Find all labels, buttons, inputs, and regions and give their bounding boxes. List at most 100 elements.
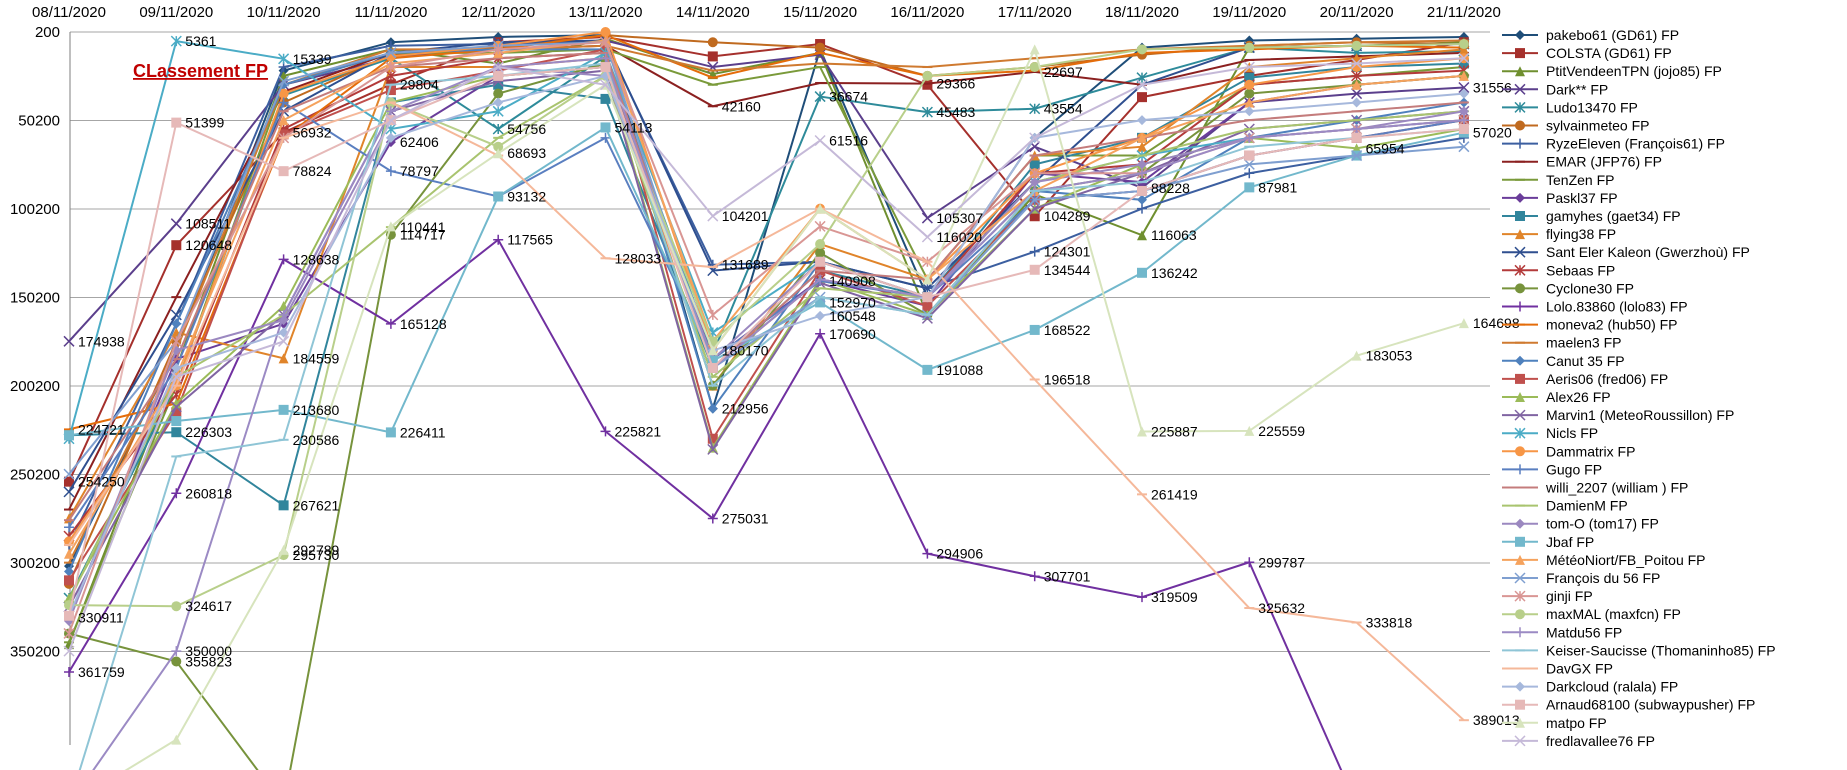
data-label: 136242 bbox=[1151, 265, 1198, 281]
data-label: 78824 bbox=[293, 163, 332, 179]
data-label: 260818 bbox=[185, 485, 232, 501]
data-point-marker bbox=[63, 486, 75, 498]
data-point-marker bbox=[707, 403, 718, 414]
data-point-marker bbox=[814, 220, 826, 232]
data-label: 325632 bbox=[1258, 600, 1305, 616]
series-39 bbox=[63, 52, 1470, 657]
data-label: 324617 bbox=[185, 598, 232, 614]
data-point-marker bbox=[1515, 536, 1525, 547]
x-tick-label: 14/11/2020 bbox=[676, 4, 750, 21]
data-label: 128033 bbox=[615, 250, 662, 266]
data-point-marker bbox=[385, 114, 397, 126]
data-label: 292789 bbox=[293, 542, 340, 558]
legend-entry: Dark** FP bbox=[1502, 81, 1608, 97]
data-label: 5361 bbox=[185, 33, 216, 49]
data-point-marker bbox=[1137, 44, 1147, 55]
data-point-marker bbox=[171, 734, 182, 745]
data-point-marker bbox=[64, 430, 74, 441]
legend-label: DamienM FP bbox=[1546, 498, 1628, 514]
data-label: 361759 bbox=[78, 664, 125, 680]
data-point-marker bbox=[492, 43, 504, 55]
legend-label: Paskl37 FP bbox=[1546, 190, 1618, 206]
data-label: 29804 bbox=[400, 76, 439, 92]
data-point-marker bbox=[1458, 141, 1470, 153]
data-point-marker bbox=[170, 371, 182, 383]
data-point-marker bbox=[1029, 324, 1040, 335]
legend-label: Dammatrix FP bbox=[1546, 443, 1635, 459]
data-label: 389013 bbox=[1473, 712, 1520, 728]
data-point-marker bbox=[1514, 572, 1526, 584]
series-line bbox=[124, 46, 1465, 770]
data-point-marker bbox=[1029, 203, 1041, 215]
data-label: 131689 bbox=[722, 257, 769, 273]
data-label: 350000 bbox=[185, 643, 232, 659]
legend-label: ginji FP bbox=[1546, 588, 1593, 604]
data-point-marker bbox=[385, 221, 396, 232]
data-point-marker bbox=[707, 433, 718, 444]
data-point-marker bbox=[493, 88, 504, 99]
data-point-marker bbox=[492, 61, 504, 73]
data-point-marker bbox=[64, 666, 74, 677]
legend-label: MétéoNiort/FB_Poitou FP bbox=[1546, 552, 1706, 568]
legend-entry: COLSTA (GD61) FP bbox=[1502, 45, 1672, 61]
data-point-marker bbox=[64, 610, 74, 621]
data-point-marker bbox=[815, 328, 826, 339]
x-tick-label: 15/11/2020 bbox=[783, 4, 857, 21]
data-point-marker bbox=[1515, 609, 1525, 620]
data-point-marker bbox=[815, 42, 826, 53]
data-label: 31556 bbox=[1473, 80, 1512, 96]
data-point-marker bbox=[1515, 518, 1525, 529]
data-point-marker bbox=[1351, 150, 1363, 162]
data-point-marker bbox=[1514, 590, 1526, 602]
data-label: 61516 bbox=[829, 133, 868, 149]
data-label: 224721 bbox=[78, 421, 125, 437]
data-label: 116063 bbox=[1151, 227, 1197, 243]
x-tick-label: 21/11/2020 bbox=[1427, 4, 1501, 21]
data-point-marker bbox=[385, 85, 396, 96]
y-tick-label: 150200 bbox=[10, 290, 60, 307]
legend-entry: Paskl37 FP bbox=[1502, 190, 1618, 206]
legend-entry: Arnaud68100 (subwaypusher) FP bbox=[1502, 697, 1755, 713]
data-label: 22697 bbox=[1044, 64, 1083, 80]
data-point-marker bbox=[814, 49, 826, 61]
data-point-marker bbox=[1029, 132, 1041, 144]
legend-label: sylvainmeteo FP bbox=[1546, 118, 1649, 134]
series-35 bbox=[64, 101, 1469, 722]
data-point-marker bbox=[64, 575, 74, 586]
data-point-marker bbox=[1351, 97, 1362, 108]
data-point-marker bbox=[1351, 57, 1363, 70]
series-lines bbox=[63, 27, 1470, 770]
data-label: 15339 bbox=[293, 51, 332, 67]
data-point-marker bbox=[63, 645, 75, 657]
data-point-marker bbox=[600, 122, 611, 133]
data-point-marker bbox=[1244, 42, 1255, 53]
data-point-marker bbox=[171, 646, 182, 657]
data-point-marker bbox=[707, 210, 719, 222]
y-tick-label: 100200 bbox=[10, 201, 60, 218]
legend-entry: Sebaas FP bbox=[1502, 262, 1615, 278]
data-point-marker bbox=[1029, 211, 1040, 222]
data-point-marker bbox=[171, 601, 182, 612]
data-label: 43554 bbox=[1044, 101, 1083, 117]
data-point-marker bbox=[600, 426, 611, 437]
data-point-marker bbox=[1244, 88, 1255, 99]
series-line bbox=[68, 48, 1465, 572]
legend-label: Ludo13470 FP bbox=[1546, 99, 1638, 115]
legend-entry: Cyclone30 FP bbox=[1502, 280, 1634, 296]
data-point-marker bbox=[1137, 426, 1147, 437]
data-label: 191088 bbox=[936, 362, 983, 378]
data-point-marker bbox=[492, 123, 504, 135]
data-point-marker bbox=[599, 79, 612, 91]
legend-label: Aeris06 (fred06) FP bbox=[1546, 371, 1668, 387]
data-point-marker bbox=[1244, 132, 1255, 143]
legend-label: Matdu56 FP bbox=[1546, 624, 1622, 640]
data-point-marker bbox=[600, 27, 611, 37]
data-point-marker bbox=[171, 656, 182, 667]
data-point-marker bbox=[707, 362, 718, 373]
legend-entry: matpo FP bbox=[1502, 715, 1607, 731]
data-point-marker bbox=[1515, 283, 1525, 294]
data-point-marker bbox=[1515, 211, 1525, 221]
x-tick-label: 13/11/2020 bbox=[569, 4, 643, 21]
data-point-marker bbox=[1351, 79, 1362, 90]
